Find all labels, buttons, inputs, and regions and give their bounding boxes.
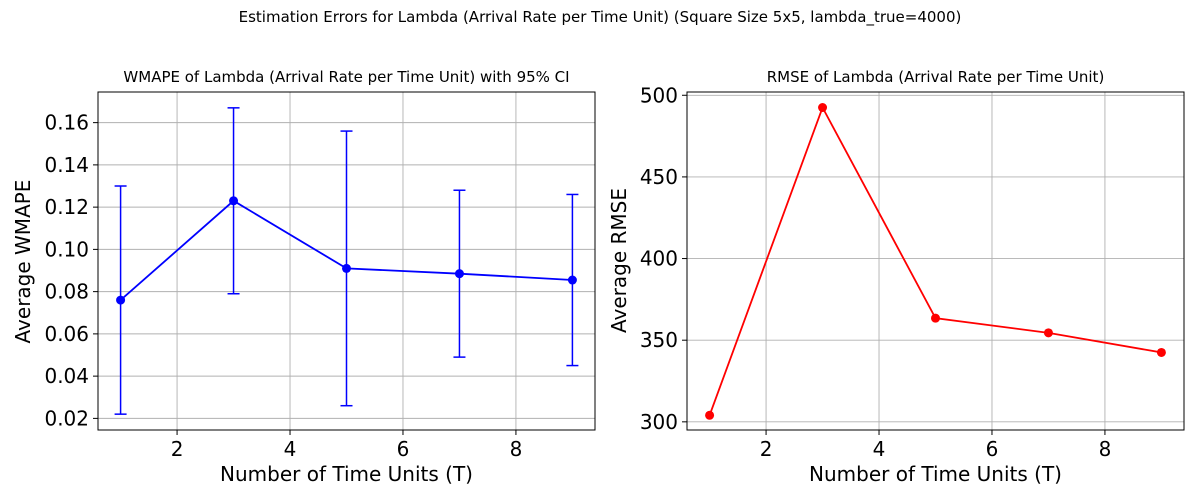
wmape-y-tick-label: 0.06 [44, 322, 89, 346]
wmape-y-tick-label: 0.12 [44, 195, 89, 219]
rmse-y-tick-label: 500 [640, 83, 678, 107]
wmape-data-point [342, 263, 351, 273]
rmse-y-axis-label: Average RMSE [607, 188, 631, 333]
wmape-y-tick-label: 0.16 [44, 111, 89, 135]
rmse-y-tick-label: 300 [640, 410, 678, 434]
wmape-data-point [116, 295, 126, 305]
wmape-plot-frame [97, 91, 596, 431]
rmse-x-tick-label: 6 [986, 437, 999, 461]
wmape-x-tick-label: 6 [397, 437, 410, 461]
wmape-y-tick-label: 0.02 [44, 406, 89, 430]
wmape-x-tick-label: 4 [284, 437, 297, 461]
rmse-series-line [708, 105, 1162, 416]
wmape-y-axis-label: Average WMAPE [11, 180, 35, 344]
rmse-y-tick-label: 450 [640, 165, 678, 189]
wmape-data-point [567, 275, 577, 285]
rmse-data-point [1043, 328, 1053, 338]
wmape-data-point [229, 196, 239, 206]
rmse-chart: RMSE of Lambda (Arrival Rate per Time Un… [607, 68, 1185, 486]
rmse-chart-title: RMSE of Lambda (Arrival Rate per Time Un… [767, 68, 1105, 86]
figure-suptitle: Estimation Errors for Lambda (Arrival Ra… [239, 8, 962, 27]
rmse-y-tick-label: 400 [640, 247, 678, 271]
wmape-chart-title: WMAPE of Lambda (Arrival Rate per Time U… [123, 68, 569, 86]
wmape-y-tick-label: 0.10 [44, 237, 89, 261]
rmse-data-point [1156, 347, 1166, 357]
rmse-data-point [818, 103, 828, 113]
rmse-data-point [705, 410, 715, 420]
wmape-y-tick-label: 0.04 [44, 364, 89, 388]
rmse-plot-frame [686, 91, 1185, 431]
wmape-y-tick-label: 0.08 [44, 280, 89, 304]
rmse-x-tick-label: 8 [1099, 437, 1112, 461]
wmape-data-point [454, 269, 464, 279]
rmse-x-axis-label: Number of Time Units (T) [809, 462, 1062, 486]
rmse-x-tick-label: 2 [760, 437, 773, 461]
wmape-y-tick-label: 0.14 [44, 153, 89, 177]
rmse-x-tick-label: 4 [873, 437, 886, 461]
rmse-y-tick-label: 350 [640, 328, 678, 352]
wmape-x-tick-label: 8 [510, 437, 523, 461]
rmse-data-point [931, 313, 940, 323]
wmape-x-tick-label: 2 [171, 437, 184, 461]
wmape-chart: WMAPE of Lambda (Arrival Rate per Time U… [11, 68, 596, 486]
wmape-x-axis-label: Number of Time Units (T) [220, 462, 473, 486]
